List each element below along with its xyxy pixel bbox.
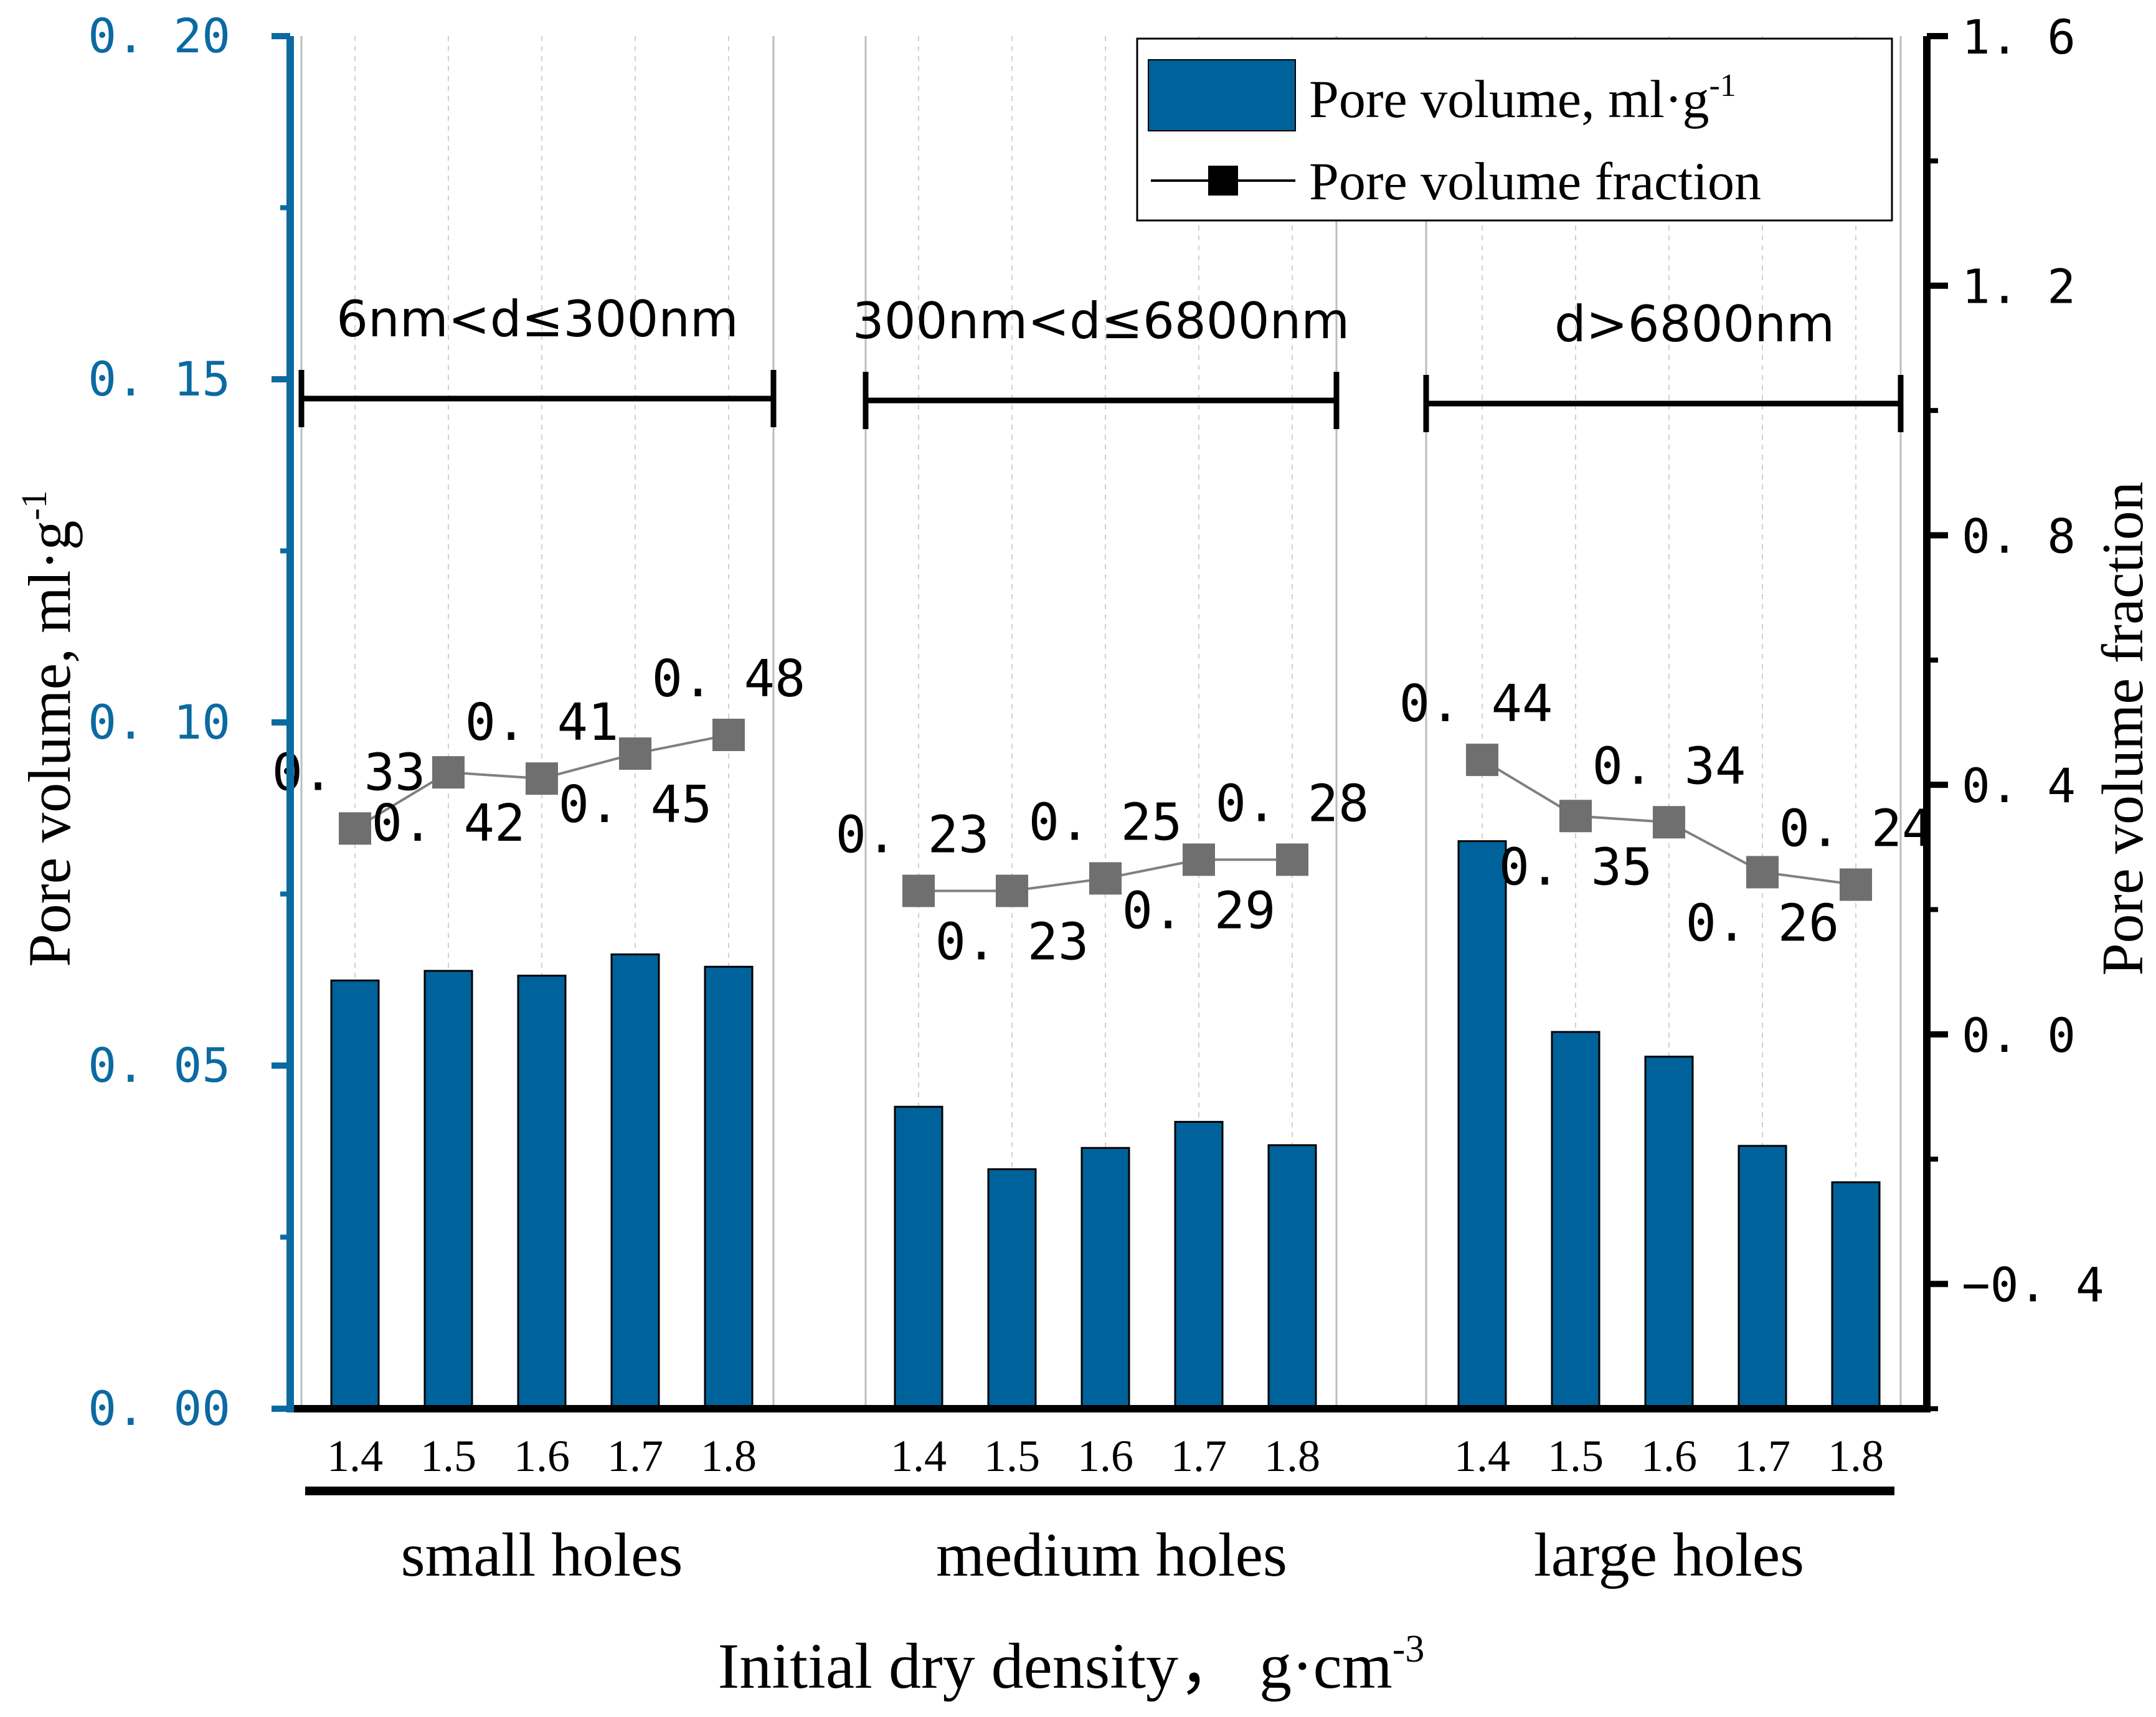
fraction-data-label: 0. 42	[372, 794, 526, 853]
fraction-data-label: 0. 34	[1592, 737, 1746, 796]
fraction-marker	[1653, 806, 1685, 839]
fraction-marker	[1466, 744, 1498, 777]
x-tick-label: 1.6	[1641, 1431, 1697, 1481]
fraction-marker	[996, 874, 1028, 907]
bar-large-holes-1.5	[1551, 1031, 1600, 1410]
y-left-tick-label: 0. 05	[88, 1038, 230, 1093]
fraction-marker	[1840, 868, 1872, 901]
fraction-data-label: 0. 35	[1499, 838, 1653, 897]
fraction-marker	[1276, 843, 1308, 876]
fraction-data-label: 0. 26	[1686, 894, 1840, 953]
y-right-tick-label: −0. 4	[1962, 1257, 2104, 1313]
x-tick-label: 1.5	[420, 1431, 476, 1481]
bar-layer	[330, 840, 1881, 1410]
x-tick-label: 1.4	[327, 1431, 383, 1481]
x-tick-label: 1.7	[607, 1431, 663, 1481]
fraction-marker	[432, 756, 465, 789]
x-tick-label: 1.5	[1548, 1431, 1604, 1481]
fraction-data-label: 0. 41	[465, 693, 619, 752]
x-tick-label: 1.8	[1264, 1431, 1320, 1481]
legend-marker-sample	[1208, 166, 1238, 196]
bar-large-holes-1.6	[1644, 1056, 1694, 1410]
legend-bar-label: Pore volume, ml·g-1	[1309, 68, 1736, 129]
legend-line-label: Pore volume fraction	[1309, 151, 1761, 211]
range-label: 6nm<d≤300nm	[336, 290, 739, 348]
fraction-marker	[619, 737, 651, 770]
x-tick-label: 1.8	[701, 1431, 757, 1481]
fraction-line-layer: 0. 330. 42 0. 41 0. 45 0. 48 0. 23 0. 23 0. 25…	[272, 650, 1933, 972]
fraction-data-label: 0. 23	[935, 912, 1089, 972]
fraction-data-label: 0. 23	[836, 805, 990, 864]
y-left-tick-label: 0. 10	[88, 694, 230, 750]
y-left-tick-label: 0. 15	[88, 351, 230, 407]
fraction-data-label: 0. 48	[652, 650, 806, 709]
x-tick-label: 1.4	[891, 1431, 947, 1481]
fraction-marker	[1746, 856, 1779, 889]
bar-large-holes-1.7	[1738, 1145, 1787, 1410]
range-label: d>6800nm	[1554, 295, 1835, 353]
x-tick-label: 1.4	[1454, 1431, 1510, 1481]
bar-small-holes-1.6	[517, 975, 567, 1410]
x-tick-label: 1.6	[1077, 1431, 1133, 1481]
group-label: medium holes	[936, 1520, 1287, 1589]
range-label: 300nm<d≤6800nm	[853, 292, 1350, 350]
bar-large-holes-1.4	[1457, 840, 1507, 1410]
bar-small-holes-1.5	[423, 970, 473, 1410]
bar-medium-holes-1.8	[1267, 1144, 1317, 1410]
fraction-marker	[712, 719, 745, 752]
fraction-data-label: 0. 29	[1122, 881, 1276, 940]
fraction-data-label: 0. 33	[272, 743, 426, 802]
fraction-marker	[902, 874, 935, 907]
x-axis-title: Initial dry density， g·cm-3	[718, 1628, 1425, 1702]
fraction-data-label: 0. 24	[1779, 799, 1933, 858]
x-tick-label: 1.5	[984, 1431, 1040, 1481]
grid-layer	[300, 36, 1902, 1409]
fraction-marker	[339, 812, 371, 845]
bar-medium-holes-1.4	[894, 1105, 943, 1410]
fraction-marker	[526, 762, 558, 795]
y-right-tick-label: 0. 0	[1962, 1008, 2076, 1063]
group-label: large holes	[1534, 1520, 1804, 1589]
y-right-tick-label: 1. 6	[1962, 9, 2076, 65]
bar-medium-holes-1.6	[1080, 1147, 1130, 1410]
fraction-marker	[1559, 800, 1592, 833]
x-tick-label: 1.7	[1734, 1431, 1790, 1481]
fraction-data-label: 0. 25	[1029, 793, 1183, 852]
bar-small-holes-1.7	[610, 953, 660, 1410]
bar-medium-holes-1.7	[1174, 1120, 1224, 1410]
x-tick-label: 1.6	[514, 1431, 570, 1481]
y-right-axis-title: Pore volume fraction	[2091, 481, 2155, 976]
y-right-tick-label: 1. 2	[1962, 259, 2076, 315]
axis-layer: 1.4 1.5 1.6 1.7 1.8 6nm<d≤300nm small holes 1.4…	[88, 8, 2104, 1589]
y-right-tick-label: 0. 4	[1962, 758, 2076, 813]
fraction-marker	[1089, 862, 1122, 895]
y-left-axis-title: Pore volume, ml·g-1	[14, 490, 83, 967]
fraction-marker	[1183, 843, 1215, 876]
y-left-tick-label: 0. 20	[88, 8, 230, 64]
y-left-tick-label: 0. 00	[88, 1381, 230, 1436]
y-right-tick-label: 0. 8	[1962, 508, 2076, 564]
x-tick-label: 1.8	[1828, 1431, 1884, 1481]
legend-bar-swatch	[1148, 59, 1296, 131]
x-tick-label: 1.7	[1171, 1431, 1227, 1481]
bar-small-holes-1.4	[330, 979, 380, 1410]
fraction-data-label: 0. 28	[1216, 774, 1369, 833]
bar-medium-holes-1.5	[987, 1168, 1037, 1410]
fraction-data-label: 0. 44	[1399, 674, 1553, 734]
fraction-data-label: 0. 45	[559, 775, 712, 835]
bar-small-holes-1.8	[704, 965, 754, 1410]
legend: Pore volume, ml·g-1 Pore volume fraction	[1136, 37, 1893, 222]
group-label: small holes	[401, 1520, 683, 1589]
bar-large-holes-1.8	[1831, 1181, 1881, 1410]
